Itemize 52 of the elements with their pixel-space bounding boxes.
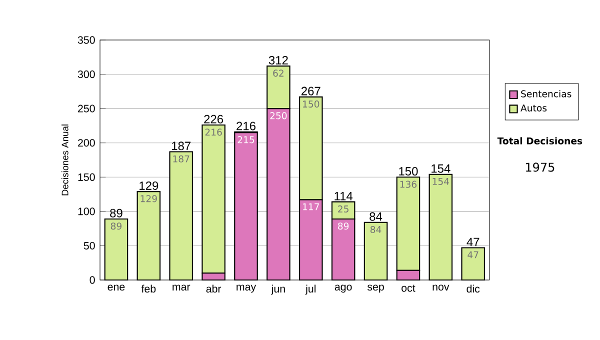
y-tick-label: 0 [90,276,95,284]
x-tick-label: abr [206,284,222,293]
total-label: 129 [140,181,158,190]
y-tick-label: 350 [78,36,95,44]
data-label: 129 [140,195,157,202]
data-label: 250 [270,112,287,120]
x-tick-label: nov [432,284,450,291]
text: 1975 [526,162,554,172]
y-tick-label: 100 [78,208,95,216]
y-tick-label: 250 [78,104,95,112]
x-tick-label: oct [402,284,416,292]
data-label: 62 [273,70,284,77]
y-tick-label: 50 [84,242,95,250]
data-label: 84 [370,226,382,234]
y-tick-label: 150 [78,173,95,181]
total-label: 226 [204,114,224,124]
data-label: 154 [432,178,450,185]
x-tick-label: feb [141,284,156,293]
total-label: 312 [268,56,288,64]
x-tick-label: dic [466,284,480,293]
data-label: 216 [205,128,222,136]
x-tick-label: jul [305,284,316,295]
y-tick-label: 200 [78,139,95,147]
data-label: 25 [338,205,348,212]
x-tick-label: ago [334,284,352,293]
legend-label: Sentencias [521,90,572,98]
data-label: 89 [338,222,349,230]
data-label: 117 [303,203,319,210]
x-tick-label: mar [172,284,190,291]
x-tick-label: sep [367,284,384,293]
x-tick-label: jun [271,284,285,295]
data-label: 215 [238,136,254,144]
x-tick-label: may [236,284,256,293]
text: Total Decisiones [497,137,582,144]
total-label: 150 [399,167,418,176]
data-label: 89 [110,222,122,230]
data-label: 187 [173,155,190,162]
data-label: 136 [400,180,417,188]
total-label: 154 [432,164,450,173]
total-label: 187 [172,142,191,150]
total-label: 216 [236,122,256,130]
legend-label: Autos [520,104,547,112]
x-tick-label: ene [108,284,125,291]
y-tick-label: 300 [78,70,95,78]
total-label: 89 [110,208,122,218]
data-label: 47 [468,251,478,258]
total-label: 267 [301,86,320,96]
total-label: 84 [370,212,382,221]
y-axis-title: Decisiones Anual [61,124,68,196]
data-label: 150 [303,100,320,108]
total-label: 47 [466,238,480,246]
total-label: 114 [334,192,353,200]
